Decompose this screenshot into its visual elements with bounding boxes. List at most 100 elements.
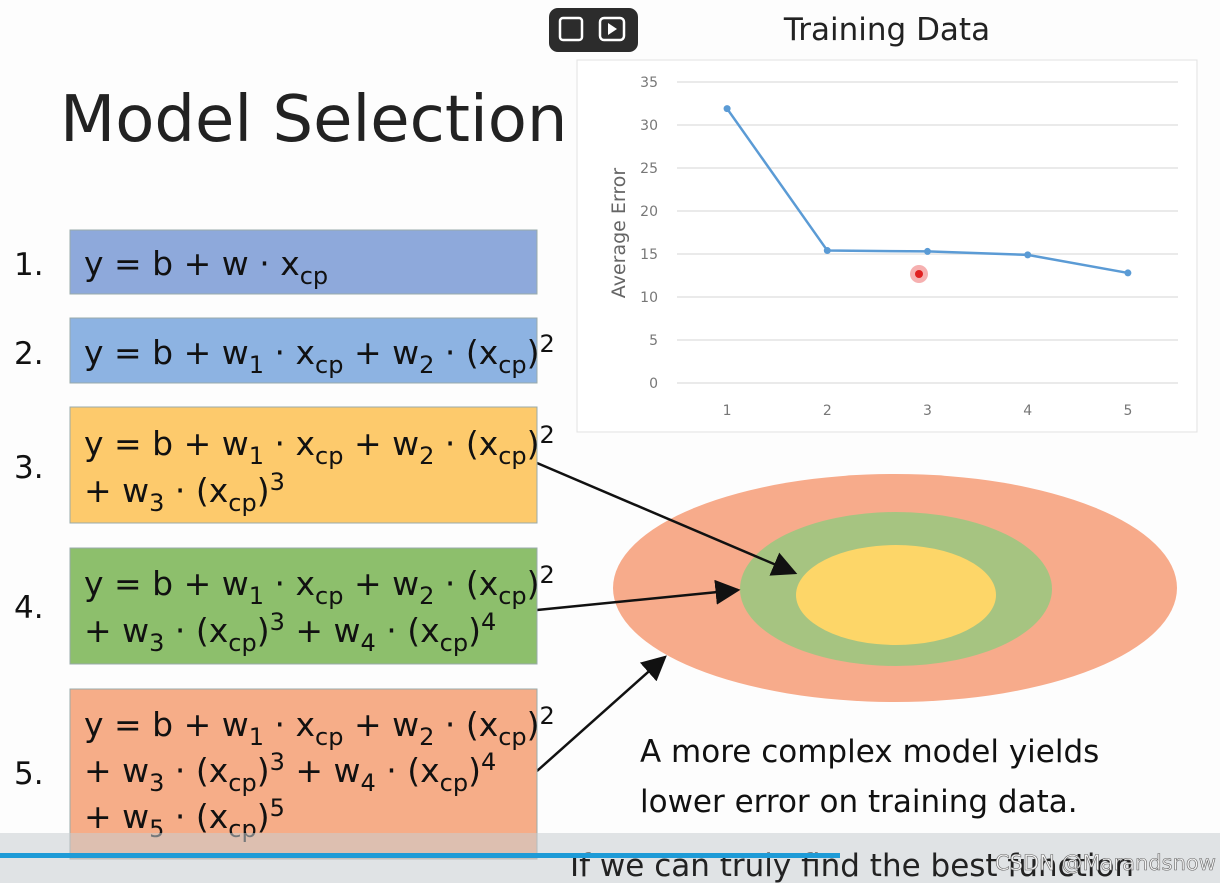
subscript: 4 [361,769,376,797]
subscript: cp [315,351,343,379]
superscript: 3 [270,468,285,496]
y-tick-label: 15 [640,247,658,263]
y-tick-label: 35 [640,75,658,91]
y-tick-label: 0 [649,376,658,392]
cursor-dot [915,270,923,278]
subscript: 1 [249,723,264,751]
formula-text: · (x [164,471,228,510]
x-tick-label: 4 [1023,403,1032,419]
superscript: 2 [540,421,555,449]
subscript: cp [315,442,343,470]
play-ai-button[interactable] [598,16,626,42]
formula-line: + w3 · (xcp)3 + w4 · (xcp)4 [84,748,496,797]
superscript: 2 [540,561,555,589]
formula-text: ) [257,797,270,836]
subscript: cp [498,351,526,379]
formula-line: y = b + w1 · xcp + w2 · (xcp)2 [84,330,555,379]
subscript: cp [228,489,256,517]
formula-line: y = b + w1 · xcp + w2 · (xcp)2 [84,702,555,751]
formula-text: + w [84,797,149,836]
data-point [924,247,931,255]
formula-text: y = b + w · x [84,244,300,283]
formula-text: ) [257,611,270,650]
subscript: 1 [249,582,264,610]
formula-text: · x [264,424,315,463]
caption-line: lower error on training data. [640,784,1078,820]
formula-text: ) [527,705,540,744]
formula-text: · (x [376,751,440,790]
subscript: cp [440,769,468,797]
play-icon [608,23,617,35]
data-point [823,247,831,255]
formula-text: · (x [434,564,498,603]
superscript: 3 [270,608,285,636]
formula-line: y = b + w · xcp [84,244,328,290]
formula-number: 2. [14,336,44,372]
superscript: 4 [481,748,496,776]
y-tick-label: 5 [649,333,658,349]
data-point [723,105,731,113]
superscript: 5 [270,794,285,822]
caption-line: A more complex model yields [640,734,1099,770]
video-controls [549,8,638,52]
data-point [1124,269,1132,277]
subscript: 3 [149,489,164,517]
formula-number: 4. [14,590,44,626]
x-tick-label: 3 [923,403,932,419]
subscript: 1 [249,442,264,470]
formula-text: + w [343,333,419,372]
y-axis-label: Average Error [608,168,630,299]
formula-text: y = b + w [84,705,249,744]
subscript: 2 [419,723,434,751]
subscript: 4 [361,629,376,657]
subscript: 2 [419,351,434,379]
chart-title: Training Data [783,12,990,48]
superscript: 2 [540,702,555,730]
formula-box [69,229,538,295]
superscript: 4 [481,608,496,636]
formula-text: + w [343,705,419,744]
arrow [536,579,741,612]
subscript: cp [315,582,343,610]
formula-text: ) [527,564,540,603]
y-tick-label: 20 [640,204,658,220]
formula-line: + w3 · (xcp)3 [84,468,285,517]
formula-text: ) [527,424,540,463]
formula-box [69,688,538,860]
formula-text: ) [468,611,481,650]
x-tick-label: 1 [723,403,732,419]
formula-box [69,406,538,524]
formula-line: y = b + w1 · xcp + w2 · (xcp)2 [84,561,555,610]
formula-text: + w [343,564,419,603]
y-tick-label: 25 [640,161,658,177]
subscript: 2 [419,442,434,470]
subscript: cp [498,582,526,610]
arrow [536,655,667,772]
y-tick-label: 10 [640,290,658,306]
formula-text: · x [264,564,315,603]
subscript: cp [498,442,526,470]
subscript: cp [440,629,468,657]
data-point [1024,251,1032,259]
y-tick-label: 30 [640,118,658,134]
formula-text: ) [468,751,481,790]
formula-number: 3. [14,450,44,486]
formula-text: + w [343,424,419,463]
formula-text: · (x [376,611,440,650]
watermark: CSDN @Marandsnow [995,851,1216,875]
formula-text: y = b + w [84,564,249,603]
chart-panel [576,59,1198,433]
formula-text: · (x [434,333,498,372]
formula-box [69,317,538,384]
arrow [536,461,798,576]
subscript: cp [315,723,343,751]
subscript: 3 [149,769,164,797]
pip-button[interactable] [558,16,584,42]
superscript: 2 [540,330,555,358]
formula-text: · (x [164,797,228,836]
subscript: cp [228,769,256,797]
formula-text: + w [285,751,361,790]
progress-bar[interactable] [0,853,840,858]
subscript: 3 [149,629,164,657]
